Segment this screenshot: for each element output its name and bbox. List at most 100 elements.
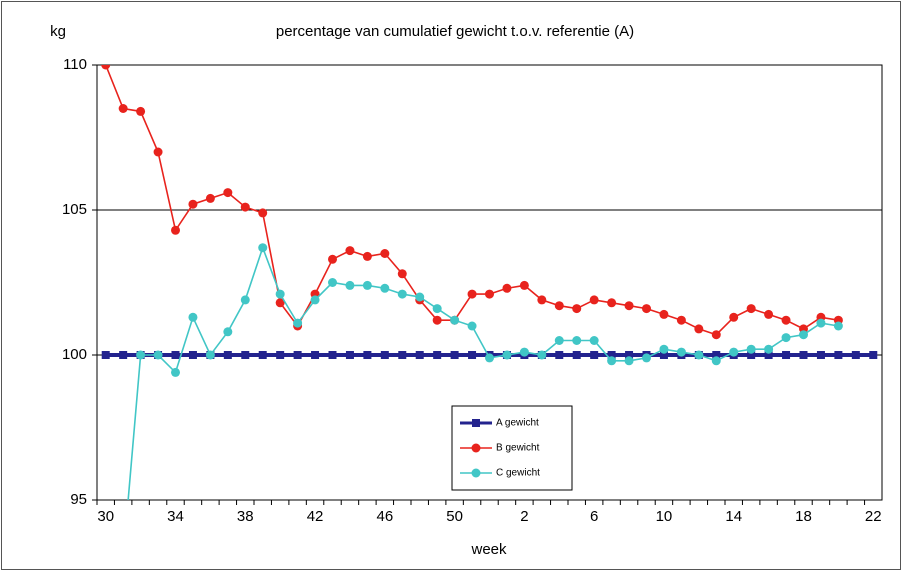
data-point: [764, 351, 773, 359]
data-point: [799, 351, 808, 359]
data-point: [328, 351, 337, 359]
data-point: [380, 351, 389, 359]
data-point: [676, 347, 686, 357]
plot-frame: [96, 64, 883, 501]
legend-marker: [472, 419, 480, 427]
series-layer: [101, 65, 878, 500]
data-point: [205, 350, 215, 360]
data-point: [467, 321, 477, 331]
data-point: [153, 147, 163, 157]
data-point: [642, 353, 651, 363]
data-point: [240, 202, 250, 212]
data-point: [433, 351, 442, 359]
data-point: [171, 367, 180, 377]
x-tick-label: 50: [446, 508, 463, 525]
data-point: [781, 333, 791, 343]
data-point: [816, 351, 825, 359]
data-point: [676, 315, 686, 325]
data-point: [590, 351, 599, 359]
data-point: [624, 301, 634, 311]
data-point: [380, 283, 390, 293]
data-point: [275, 289, 285, 299]
data-point: [537, 295, 547, 305]
legend-label: B gewicht: [496, 443, 540, 454]
data-point: [432, 304, 442, 314]
data-point: [275, 298, 285, 308]
data-point: [554, 301, 564, 311]
data-point: [311, 351, 320, 359]
data-point: [711, 330, 721, 340]
data-point: [625, 351, 634, 359]
legend: A gewicht B gewicht C gewicht: [451, 405, 573, 491]
data-point: [869, 351, 878, 359]
legend-marker: [471, 443, 481, 453]
data-point: [468, 351, 477, 359]
data-point: [816, 318, 826, 328]
data-point: [432, 315, 442, 325]
data-point: [747, 351, 756, 359]
data-point: [136, 106, 146, 116]
legend-label: A gewicht: [496, 418, 539, 429]
data-point: [188, 199, 198, 209]
legend-marker: [471, 468, 481, 478]
data-point: [572, 351, 581, 359]
y-tick-label: 95: [70, 491, 87, 508]
data-point: [519, 347, 529, 357]
data-point: [101, 65, 111, 70]
data-point: [345, 351, 354, 359]
data-point: [240, 295, 250, 305]
data-point: [781, 315, 791, 325]
x-tick-label: 2: [520, 508, 528, 525]
data-point: [502, 283, 512, 293]
x-tick-label: 30: [97, 508, 114, 525]
data-point: [799, 330, 808, 340]
data-point: [223, 351, 232, 359]
y-tick-label: 105: [62, 201, 87, 218]
data-point: [764, 344, 774, 354]
data-point: [188, 312, 198, 322]
data-point: [310, 295, 320, 305]
data-point: [362, 280, 372, 290]
data-point: [624, 356, 634, 366]
data-point: [397, 269, 407, 279]
y-axis-label: kg: [50, 23, 66, 40]
data-point: [415, 292, 425, 302]
data-point: [415, 351, 424, 359]
data-point: [450, 315, 460, 325]
data-point: [485, 289, 494, 299]
data-point: [293, 318, 303, 328]
data-point: [729, 312, 739, 322]
data-point: [450, 351, 459, 359]
data-point: [119, 351, 128, 359]
data-point: [171, 225, 180, 235]
x-tick-label: 10: [656, 508, 673, 525]
data-point: [345, 246, 355, 256]
data-point: [589, 295, 599, 305]
data-point: [467, 289, 477, 299]
data-point: [398, 351, 407, 359]
y-tick-label: 100: [62, 346, 87, 363]
x-axis-label: week: [470, 541, 507, 558]
data-point: [223, 327, 233, 337]
data-point: [746, 344, 756, 354]
data-point: [171, 351, 180, 359]
data-point: [851, 351, 860, 359]
data-point: [258, 243, 268, 253]
data-point: [519, 280, 529, 290]
data-point: [694, 324, 704, 334]
data-point: [258, 208, 268, 218]
data-point: [362, 251, 372, 261]
data-point: [188, 351, 197, 359]
y-tick-label: 110: [63, 56, 87, 73]
chart-title: percentage van cumulatief gewicht t.o.v.…: [276, 23, 634, 40]
data-point: [572, 304, 582, 314]
data-point: [642, 304, 651, 314]
data-point: [118, 104, 128, 113]
data-point: [554, 336, 564, 345]
x-tick-label: 42: [307, 508, 324, 525]
data-point: [607, 351, 616, 359]
data-point: [397, 289, 407, 299]
